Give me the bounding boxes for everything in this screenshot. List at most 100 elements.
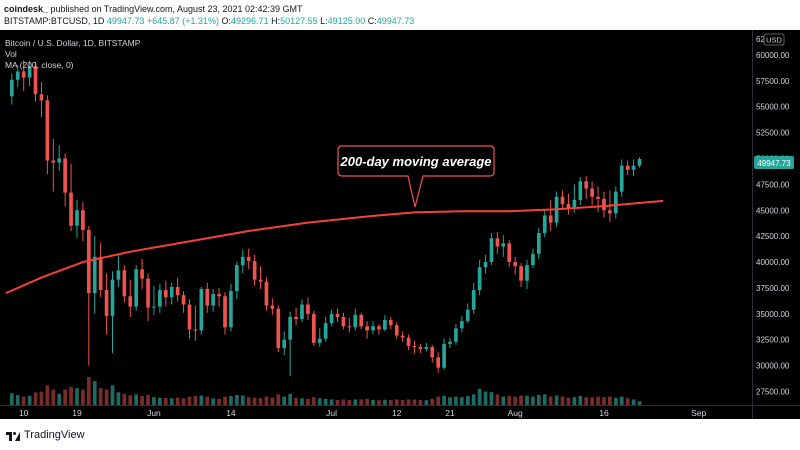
candle-body xyxy=(33,66,38,95)
volume-bar xyxy=(542,394,547,405)
open-label: O: xyxy=(221,16,232,26)
legend: Bitcoin / U.S. Dollar, 1D, BITSTAMP Vol … xyxy=(5,38,141,70)
candle-body xyxy=(217,294,221,297)
chart-background xyxy=(0,30,800,419)
volume-bar xyxy=(169,398,174,405)
candle-body xyxy=(513,262,517,267)
candle-body xyxy=(471,290,476,310)
low-value: 49125.00 xyxy=(327,16,366,26)
symbol-label: BITSTAMP:BTCUSD, 1D xyxy=(4,16,105,26)
currency-badge[interactable]: USD xyxy=(763,33,785,46)
candle-body xyxy=(383,320,387,330)
candle-body xyxy=(140,269,144,279)
candle-body xyxy=(412,345,417,347)
candle-body xyxy=(454,328,458,342)
candle-body xyxy=(430,346,435,358)
volume-bar xyxy=(98,388,103,405)
volume-bar xyxy=(424,400,429,405)
volume-bar xyxy=(311,397,316,405)
volume-bar xyxy=(619,396,624,405)
x-axis[interactable]: 10 19 Jun 14 Jul 12 21 Aug 16 Sep xyxy=(19,408,707,418)
moving-average-line xyxy=(5,199,664,295)
volume-bar xyxy=(359,399,364,405)
tradingview-logo-icon xyxy=(6,429,20,441)
volume-bar xyxy=(560,396,565,405)
chart-header: coindesk_ published on TradingView.com, … xyxy=(0,0,800,30)
candles xyxy=(10,60,642,376)
x-tick-label: Jun xyxy=(147,408,161,418)
candle-body xyxy=(300,304,304,320)
volume-bar xyxy=(495,394,500,405)
x-tick-label: 10 xyxy=(19,408,29,418)
candle-body xyxy=(294,316,298,320)
volume-bar xyxy=(578,396,583,405)
volume-bar xyxy=(365,398,369,405)
candle-body xyxy=(483,262,488,268)
candle-body xyxy=(235,265,239,292)
y-tick-label: 27500.00 xyxy=(756,388,790,397)
candle-body xyxy=(377,326,381,330)
candle-body xyxy=(134,269,139,307)
candle-body xyxy=(10,79,14,97)
volume-bar xyxy=(531,396,535,405)
tradingview-logo[interactable]: TradingView xyxy=(6,429,85,441)
published-text: published on TradingView.com, August 23,… xyxy=(50,4,303,14)
volume-bar xyxy=(341,399,346,405)
publish-info: coindesk_ published on TradingView.com, … xyxy=(4,4,303,14)
volume-bar xyxy=(489,392,494,405)
volume-bar xyxy=(92,381,97,405)
candle-body xyxy=(602,198,606,211)
volume-bar xyxy=(86,377,91,405)
candle-body xyxy=(306,304,310,314)
candle-body xyxy=(229,291,233,328)
volume-bar xyxy=(75,388,79,405)
volume-bar xyxy=(418,399,423,405)
volume-bar xyxy=(57,393,62,405)
price-chart[interactable]: 27500.00 30000.00 32500.00 35000.00 37500.00… xyxy=(0,30,800,419)
volume-bar xyxy=(217,398,221,405)
candle-body xyxy=(613,191,618,214)
annotation-callout[interactable]: 200-day moving average xyxy=(337,145,495,208)
last-price: 49947.73 xyxy=(106,16,145,26)
candle-body xyxy=(560,196,565,205)
open-value: 49296.71 xyxy=(231,16,269,26)
candle-body xyxy=(477,267,482,291)
candle-body xyxy=(252,261,257,280)
volume-bar xyxy=(199,395,204,405)
legend-ma: MA (200, close, 0) xyxy=(5,60,74,70)
volume-bar xyxy=(27,395,32,405)
y-tick-label: 52500.00 xyxy=(756,129,790,138)
volume-bar xyxy=(548,396,553,405)
y-tick-label: 40000.00 xyxy=(756,258,790,267)
author-name[interactable]: coindesk_ xyxy=(4,4,49,14)
candle-body xyxy=(288,316,292,340)
volume-bar xyxy=(383,399,387,405)
candle-body xyxy=(264,281,269,306)
volume-bars xyxy=(10,377,642,405)
candle-body xyxy=(317,338,322,343)
candle-body xyxy=(116,270,121,280)
candle-body xyxy=(181,295,186,305)
volume-bar xyxy=(537,394,541,405)
candle-body xyxy=(311,313,316,343)
volume-bar xyxy=(501,396,506,405)
candle-body xyxy=(146,278,150,308)
high-value: 50127.55 xyxy=(280,16,318,26)
volume-bar xyxy=(465,396,470,405)
candle-body xyxy=(158,290,162,307)
volume-bar xyxy=(146,394,150,405)
volume-bar xyxy=(554,395,559,405)
chart-area[interactable]: 27500.00 30000.00 32500.00 35000.00 37500.00… xyxy=(0,30,800,419)
x-tick-label: 16 xyxy=(599,408,609,418)
x-tick-label: 14 xyxy=(226,408,236,418)
volume-bar xyxy=(335,399,340,405)
candle-body xyxy=(448,341,452,344)
footer: TradingView xyxy=(0,419,800,450)
volume-bar xyxy=(122,393,127,405)
candle-body xyxy=(388,320,393,326)
volume-bar xyxy=(63,389,67,405)
volume-bar xyxy=(300,398,304,405)
candle-body xyxy=(335,313,340,317)
candle-body xyxy=(566,204,571,209)
candle-body xyxy=(341,316,346,327)
